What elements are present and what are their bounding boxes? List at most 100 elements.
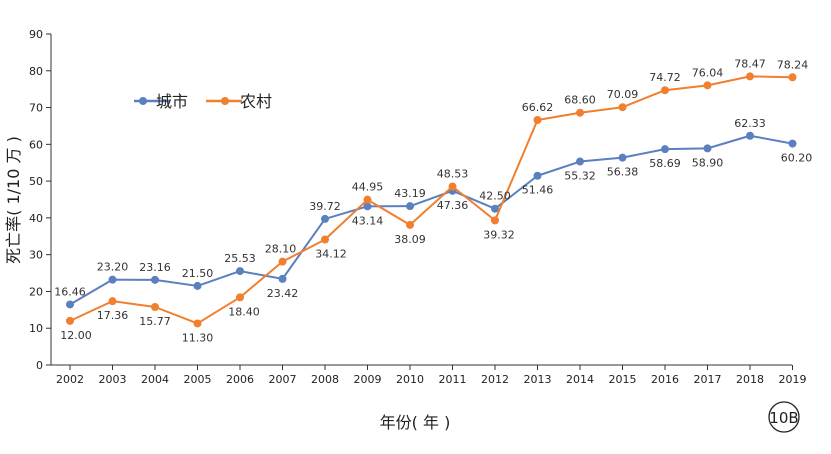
x-tick-label: 2011 (439, 373, 467, 386)
data-point-city (108, 275, 117, 284)
y-tick-label: 20 (29, 285, 43, 298)
x-tick-label: 2014 (566, 373, 594, 386)
data-label-rural: 15.77 (139, 315, 171, 328)
series-layer (66, 72, 797, 328)
series-line-city (69, 134, 793, 306)
data-point-city (746, 131, 754, 140)
data-point-city (151, 275, 159, 284)
data-point-rural (576, 108, 584, 117)
data-label-city: 56.38 (607, 166, 639, 179)
data-label-city: 43.19 (394, 187, 426, 200)
data-label-city: 23.20 (97, 261, 129, 274)
x-tick-label: 2006 (226, 373, 254, 386)
data-label-rural: 12.00 (60, 329, 92, 342)
x-tick-label: 2015 (609, 373, 637, 386)
data-point-city (321, 214, 329, 223)
data-label-rural: 38.09 (394, 233, 426, 246)
data-label-rural: 66.62 (522, 101, 554, 114)
legend-rural-label: 农村 (240, 92, 272, 111)
data-label-city: 51.46 (522, 184, 554, 197)
data-point-city (661, 145, 669, 154)
y-tick-label: 70 (29, 102, 43, 115)
data-label-city: 58.90 (692, 156, 724, 169)
x-tick-label: 2004 (141, 373, 169, 386)
data-point-city (618, 153, 627, 162)
data-label-rural: 18.40 (228, 305, 260, 318)
y-tick-label: 60 (29, 138, 43, 151)
data-point-rural (788, 73, 797, 82)
data-point-rural (108, 297, 117, 306)
data-label-city: 21.50 (182, 267, 214, 280)
data-point-rural (66, 316, 74, 325)
data-point-city (278, 274, 287, 283)
data-point-rural (236, 293, 244, 302)
data-label-rural: 39.32 (483, 228, 515, 241)
legend-rural-marker (221, 97, 229, 105)
y-tick-label: 30 (29, 249, 43, 262)
data-label-rural: 78.47 (734, 57, 766, 70)
x-tick-label: 2003 (99, 373, 127, 386)
data-label-rural: 28.10 (265, 243, 297, 256)
data-label-city: 23.42 (267, 287, 299, 300)
figure-badge-circle (768, 401, 800, 433)
data-point-city (66, 300, 74, 309)
legend-item-rural: 农村 (206, 92, 272, 111)
data-labels: 16.46 23.20 23.16 21.50 25.53 23.42 39.72 43.14… (54, 57, 812, 344)
figure-badge: 10B (768, 401, 800, 433)
data-point-city (363, 202, 372, 211)
x-tick-label: 2007 (269, 373, 297, 386)
x-tick-label: 2005 (184, 373, 212, 386)
data-point-rural (618, 103, 627, 112)
data-label-city: 58.69 (649, 157, 681, 170)
data-point-rural (533, 115, 542, 124)
x-tick-label: 2009 (354, 373, 382, 386)
data-label-city: 25.53 (224, 252, 256, 265)
data-label-rural: 76.04 (692, 66, 724, 79)
x-tick-label: 2008 (311, 373, 339, 386)
data-point-rural (321, 235, 329, 244)
x-tick-label: 2010 (396, 373, 424, 386)
x-tick-label: 2012 (481, 373, 509, 386)
data-label-rural: 78.24 (777, 58, 809, 71)
data-point-rural (448, 182, 457, 191)
data-label-city: 16.46 (54, 285, 86, 298)
data-label-rural: 74.72 (649, 71, 681, 84)
y-axis-title: 死亡率( 1/10 万 ) (4, 136, 23, 264)
data-label-city: 43.14 (352, 214, 384, 227)
data-point-rural (406, 220, 414, 229)
data-label-rural: 68.60 (564, 94, 596, 107)
x-tick-label: 2019 (779, 373, 807, 386)
y-tick-label: 50 (29, 175, 43, 188)
legend: 城市 农村 (134, 92, 272, 111)
x-tick-label: 2018 (736, 373, 764, 386)
figure-badge-label: 10B (769, 409, 798, 427)
legend-city-marker (139, 97, 147, 105)
data-label-rural: 44.95 (352, 181, 384, 194)
data-label-city: 42.50 (479, 190, 511, 203)
y-tick-label: 40 (29, 212, 43, 225)
data-label-rural: 34.12 (315, 248, 347, 261)
y-tick-label: 80 (29, 65, 43, 78)
data-point-city (193, 281, 202, 290)
x-ticks: 2002 2003 2004 2005 2006 2007 2008 2009 2010 2011… (56, 365, 807, 386)
data-point-rural (363, 195, 372, 204)
x-tick-label: 2002 (56, 373, 84, 386)
data-label-city: 62.33 (734, 117, 766, 130)
y-tick-label: 0 (36, 359, 43, 372)
data-point-city (703, 144, 712, 153)
x-tick-label: 2017 (694, 373, 722, 386)
axes (50, 34, 792, 366)
data-point-city (576, 157, 584, 166)
data-point-city (236, 267, 244, 276)
data-label-city: 47.36 (437, 199, 469, 212)
x-tick-label: 2016 (651, 373, 679, 386)
data-point-city (491, 204, 499, 213)
y-tick-label: 90 (29, 28, 43, 41)
data-label-rural: 11.30 (182, 331, 214, 344)
series-line-rural (69, 75, 793, 325)
data-point-rural (491, 216, 499, 225)
data-label-rural: 70.09 (607, 88, 639, 101)
x-axis-title: 年份( 年 ) (380, 413, 451, 432)
data-label-city: 23.16 (139, 261, 171, 274)
